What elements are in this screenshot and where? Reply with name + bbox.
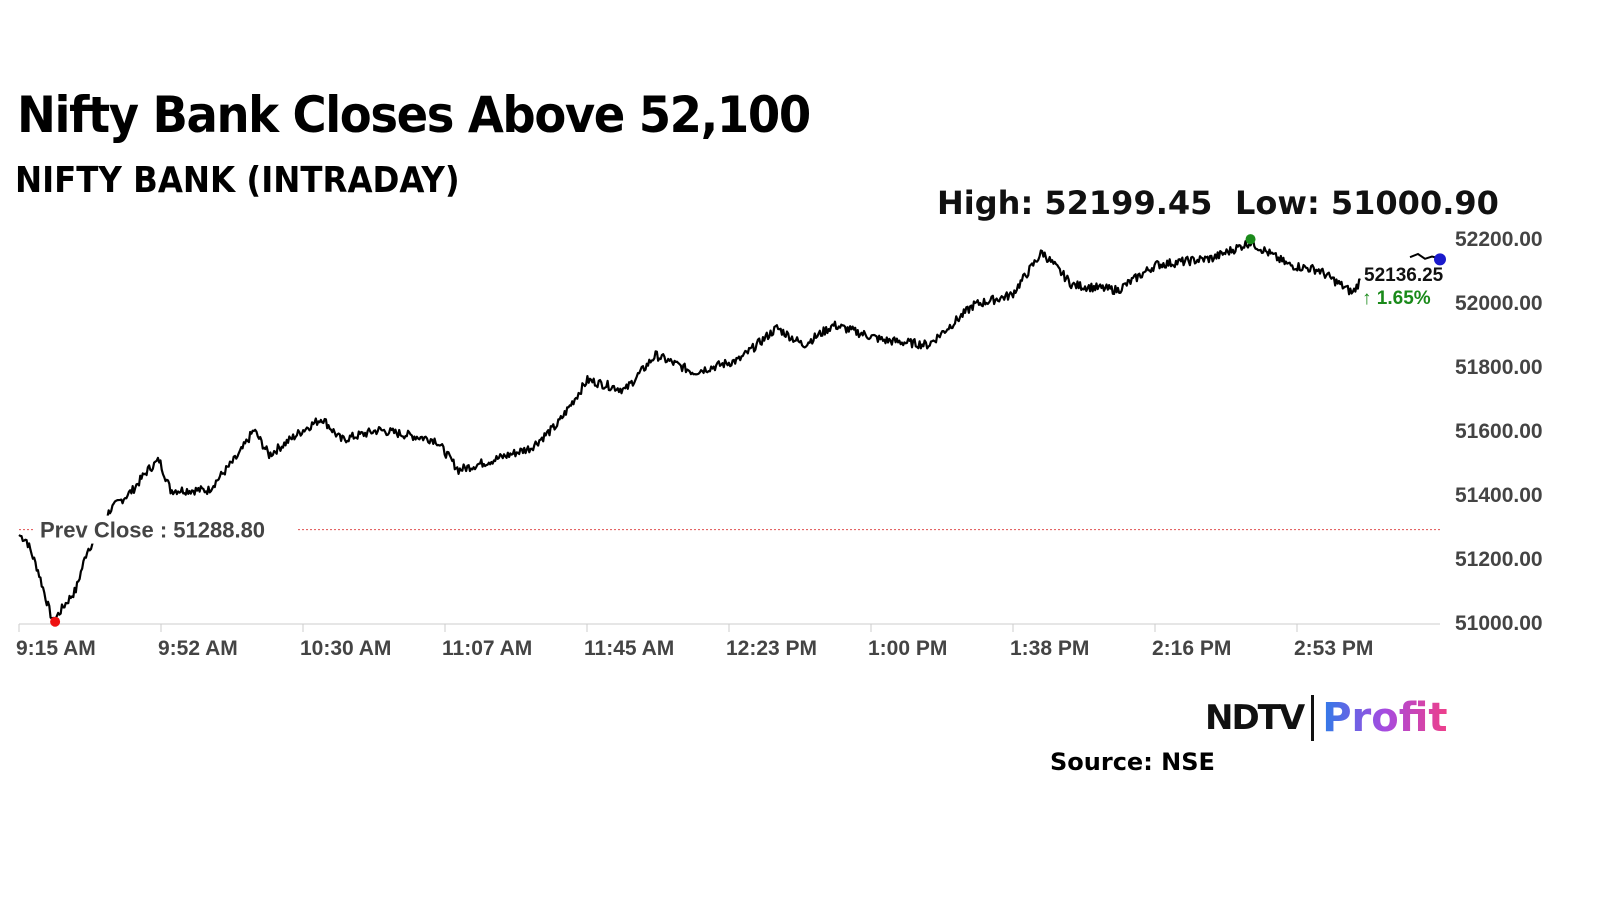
y-tick-label: 51000.00	[1455, 612, 1543, 635]
x-tick-label: 11:45 AM	[584, 637, 674, 660]
price-line	[18, 238, 1361, 625]
x-tick-label: 9:15 AM	[16, 637, 96, 660]
close-marker	[1434, 253, 1446, 266]
x-tick-label: 1:00 PM	[868, 637, 947, 660]
y-tick-label: 51200.00	[1455, 548, 1543, 571]
prev-close-label: Prev Close : 51288.80	[40, 518, 265, 543]
last-value-label: 52136.25	[1364, 265, 1444, 286]
ndtv-profit-logo: NDTV Profit	[1205, 695, 1447, 741]
logo-profit: Profit	[1322, 695, 1448, 741]
chart-subtitle: NIFTY BANK (INTRADAY)	[15, 160, 460, 201]
high-marker	[1245, 234, 1256, 245]
x-tick-label: 1:38 PM	[1010, 637, 1089, 660]
low-label: Low: 51000.90	[1235, 184, 1499, 222]
source-note: Source: NSE	[1050, 748, 1215, 776]
y-tick-label: 52200.00	[1455, 228, 1543, 251]
change-label: ↑ 1.65%	[1362, 288, 1431, 309]
x-tick-label: 11:07 AM	[442, 637, 532, 660]
y-tick-label: 52000.00	[1455, 292, 1543, 315]
y-tick-label: 51400.00	[1455, 484, 1543, 507]
x-tick-label: 2:16 PM	[1152, 637, 1231, 660]
logo-ndtv: NDTV	[1205, 698, 1305, 738]
x-tick-label: 10:30 AM	[300, 637, 391, 660]
y-tick-label: 51800.00	[1455, 356, 1543, 379]
low-marker	[50, 616, 61, 627]
page-title: Nifty Bank Closes Above 52,100	[17, 86, 811, 144]
x-tick-label: 2:53 PM	[1294, 637, 1373, 660]
x-tick-label: 9:52 AM	[158, 637, 238, 660]
logo-divider	[1311, 695, 1315, 741]
x-tick-label: 12:23 PM	[726, 637, 817, 660]
prev-close-label-bg	[36, 515, 296, 544]
high-label: High: 52199.45	[937, 184, 1212, 222]
y-tick-label: 51600.00	[1455, 420, 1543, 443]
